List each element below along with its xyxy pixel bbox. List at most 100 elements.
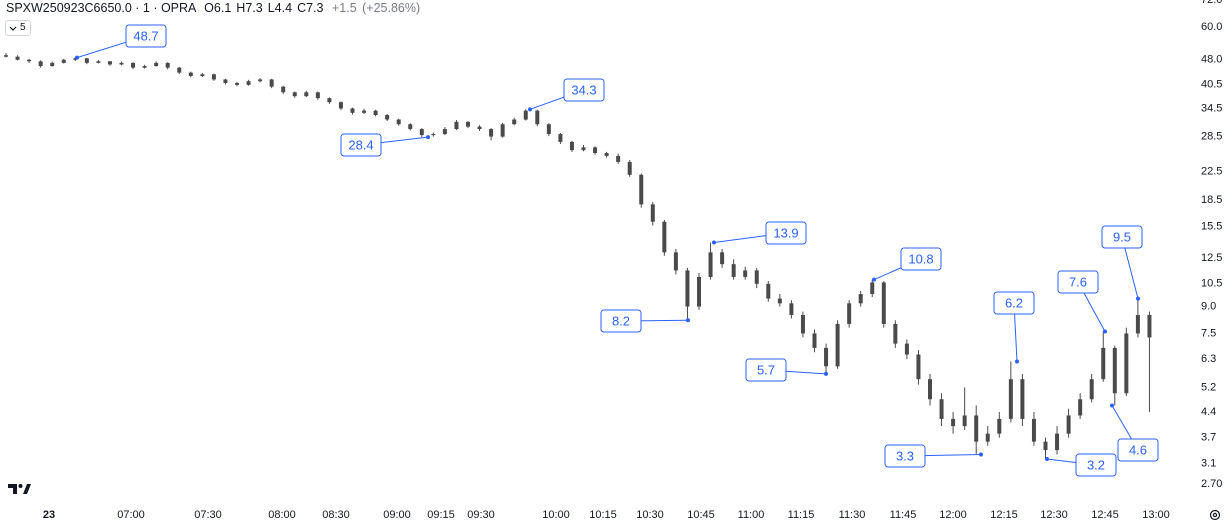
candle-body [870, 282, 875, 295]
x-tick-label: 23 [43, 509, 55, 521]
y-tick-label: 9.0 [1201, 300, 1216, 312]
candle-body [477, 126, 482, 130]
candle-body [1066, 415, 1071, 434]
x-tick-label: 10:30 [636, 509, 664, 521]
candle-body [569, 141, 574, 151]
candle-body [824, 347, 829, 367]
candle-body [96, 61, 101, 63]
candle-body [269, 79, 274, 87]
candle-body [800, 314, 805, 334]
price-note: 6.2 [993, 291, 1035, 364]
candle-body [974, 415, 979, 442]
candle-body [847, 303, 852, 324]
candle-body [1031, 418, 1036, 442]
y-tick-label: 22.5 [1201, 165, 1222, 177]
note-point [1045, 457, 1049, 462]
ohlc-label: L [267, 1, 275, 15]
candle-body [962, 415, 967, 427]
note-label: 8.2 [612, 313, 630, 328]
candle-body [708, 252, 713, 277]
note-label: 5.7 [757, 362, 775, 377]
candle-body [627, 161, 632, 175]
candle-body [73, 58, 78, 60]
y-tick-label: 15.5 [1201, 220, 1222, 232]
x-tick-label: 11:30 [839, 509, 866, 521]
candle-body [4, 55, 8, 57]
note-label: 4.6 [1129, 442, 1147, 457]
note-point [686, 318, 690, 323]
candle-body [916, 354, 921, 380]
candle-body [720, 252, 725, 265]
candle-body [662, 221, 667, 253]
note-point [979, 452, 983, 457]
note-label: 34.3 [571, 82, 596, 97]
note-label: 10.8 [908, 251, 933, 266]
x-tick-label: 07:30 [194, 509, 222, 521]
y-tick-label: 10.5 [1201, 278, 1222, 290]
candle-body [1101, 347, 1106, 380]
note-box [340, 133, 382, 157]
candle-body [131, 62, 136, 68]
candle-body [754, 270, 759, 284]
candle-body [107, 61, 112, 65]
candle-body [466, 121, 470, 127]
x-tick-label: 09:30 [467, 509, 495, 521]
candle-body [1112, 347, 1117, 394]
note-label: 48.7 [133, 28, 158, 43]
candle-body [1055, 433, 1060, 451]
note-point [1136, 296, 1140, 301]
note-point [1015, 359, 1019, 364]
note-point [528, 107, 532, 112]
price-note: 3.2 [1045, 453, 1117, 477]
tradingview-logo [8, 484, 31, 494]
candle-body [188, 72, 193, 76]
settings-icon[interactable] [1209, 509, 1221, 521]
price-note: 8.2 [600, 309, 690, 333]
note-point [872, 277, 876, 282]
note-box [125, 24, 167, 48]
candle-body [119, 62, 124, 65]
candle-body [546, 124, 551, 135]
y-tick-label: 18.5 [1201, 194, 1222, 206]
note-box [765, 221, 807, 245]
candle-body [604, 153, 609, 156]
interval-button[interactable]: 5 [5, 20, 31, 36]
note-point [1103, 329, 1107, 334]
ohlc-label: C [297, 1, 307, 15]
ohlc-value: 6.1 [213, 1, 232, 15]
x-tick-label: 13:00 [1142, 509, 1170, 521]
candle-body [985, 433, 990, 442]
candle-body [743, 270, 748, 277]
change-pct: (+25.86%) [362, 1, 421, 15]
candle-body [893, 323, 898, 344]
chevron [9, 26, 17, 31]
legend-header: SPXW250923C6650.0 · 1 · OPRA O6.1 H7.3 L4.… [6, 1, 420, 15]
candle-body [939, 399, 944, 419]
candle-body [373, 110, 378, 116]
candle-body [928, 379, 932, 400]
candle-body [616, 155, 621, 162]
note-box [900, 247, 942, 271]
price-note: 3.3 [884, 444, 983, 468]
candle-body [396, 119, 401, 125]
x-tick-label: 09:15 [427, 509, 455, 521]
note-label: 7.6 [1069, 274, 1087, 289]
price-note: 48.7 [75, 24, 167, 60]
candle-body [38, 61, 43, 67]
price-note: 34.3 [528, 78, 605, 112]
candle-body [650, 204, 655, 222]
candle-body [835, 323, 840, 367]
candle-body [292, 92, 297, 97]
candle-body [558, 134, 563, 142]
x-tick-label: 10:15 [589, 509, 617, 521]
candle-body [1043, 441, 1048, 451]
x-tick-label: 08:00 [268, 509, 296, 521]
y-tick-label: 72.0 [1201, 0, 1222, 6]
y-tick-label: 6.3 [1201, 353, 1216, 365]
price-note: 7.6 [1057, 270, 1107, 334]
note-box [1117, 438, 1159, 462]
note-label: 13.9 [773, 225, 798, 240]
price-note: 5.7 [745, 358, 828, 382]
y-tick-label: 48.0 [1201, 54, 1222, 66]
